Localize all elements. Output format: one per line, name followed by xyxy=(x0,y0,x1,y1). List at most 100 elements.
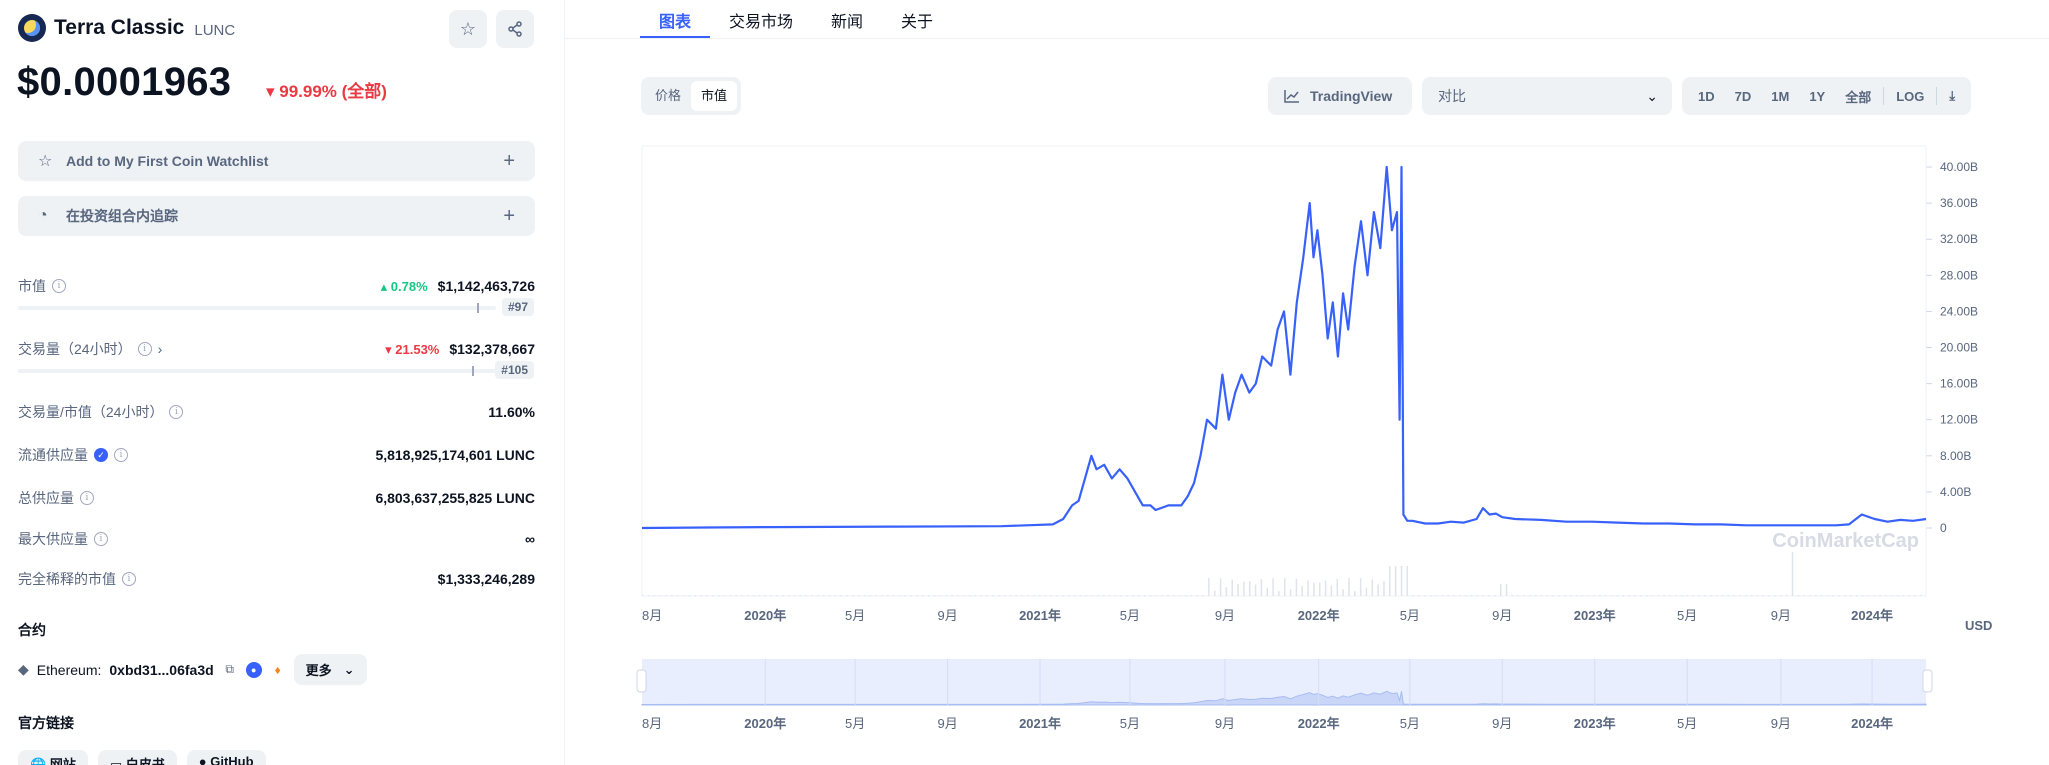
range-7d[interactable]: 7D xyxy=(1734,88,1752,104)
plot-border xyxy=(641,145,1927,597)
volume-bar xyxy=(1359,578,1362,596)
navigator-x-tick-label: 5月 xyxy=(1120,716,1140,731)
volume-bar xyxy=(840,595,842,596)
total-supply-label: 总供应量 xyxy=(18,490,74,506)
coin-detail-panel: Terra Classic LUNC ☆ $0.0001963 ▾ 99.99%… xyxy=(0,0,565,765)
navigator-x-tick-label: 2022年 xyxy=(1298,716,1340,731)
volume-bar xyxy=(1009,595,1012,596)
volume-bar xyxy=(1377,584,1379,596)
volume-bar xyxy=(1552,595,1554,596)
x-tick-label: 9月 xyxy=(1771,608,1791,623)
volume-bar xyxy=(1044,595,1047,596)
tab-about[interactable]: 关于 xyxy=(901,14,934,31)
share-icon xyxy=(508,21,522,37)
info-icon[interactable]: i xyxy=(122,572,136,586)
chevron-right-icon[interactable]: › xyxy=(157,341,163,357)
y-tick-label: 32.00B xyxy=(1940,232,1978,246)
volume-bar xyxy=(688,595,691,596)
tab-news[interactable]: 新闻 xyxy=(831,14,864,31)
link-whitepaper[interactable]: ▭ 白皮书 xyxy=(97,750,177,765)
volume-bar xyxy=(712,595,714,596)
volume-bar xyxy=(1126,595,1128,596)
metamask-icon[interactable]: ♦ xyxy=(274,662,281,677)
track-portfolio-button[interactable]: ◔ 在投资组合内追踪 + xyxy=(18,196,535,236)
market-cap-label: 市值 xyxy=(18,278,46,294)
volume-bar xyxy=(1336,578,1339,596)
range-1m[interactable]: 1M xyxy=(1771,88,1790,104)
contract-more-button[interactable]: 更多 ⌄ xyxy=(293,654,367,685)
track-portfolio-label: 在投资组合内追踪 xyxy=(66,208,178,224)
toggle-price[interactable]: 价格 xyxy=(655,88,682,103)
stat-fdv: 完全稀释的市值 i $1,333,246,289 xyxy=(18,569,535,589)
watermark: CoinMarketCap xyxy=(1772,530,1919,552)
volume-bar xyxy=(1605,595,1607,596)
tab-chart[interactable]: 图表 xyxy=(640,0,711,38)
star-button[interactable]: ☆ xyxy=(449,10,487,48)
range-1y[interactable]: 1Y xyxy=(1809,88,1826,104)
market-cap-change: ▴ 0.78% xyxy=(380,278,428,294)
range-all[interactable]: 全部 xyxy=(1845,89,1872,105)
navigator-x-tick-label: 9月 xyxy=(1492,716,1512,731)
volume-bar xyxy=(1850,595,1852,596)
volume-bar xyxy=(951,595,953,596)
contract-address[interactable]: 0xbd31...06fa3d xyxy=(109,661,214,678)
copy-icon[interactable]: ⧉ xyxy=(225,662,234,676)
log-toggle[interactable]: LOG xyxy=(1896,88,1925,104)
volume-bar xyxy=(963,595,965,596)
range-1d[interactable]: 1D xyxy=(1698,88,1715,104)
stat-circulating-supply: 流通供应量 ✓ i 5,818,925,174,601 LUNC xyxy=(18,445,535,465)
volume-bar xyxy=(1838,595,1840,596)
volume-bar xyxy=(817,595,819,596)
info-icon[interactable]: i xyxy=(137,342,152,356)
info-icon[interactable]: i xyxy=(169,405,184,419)
volume-bar xyxy=(1056,595,1058,596)
info-icon[interactable]: i xyxy=(114,448,128,462)
coin-name: Terra Classic xyxy=(54,16,185,39)
volume-bar xyxy=(1213,590,1216,596)
volume-bar xyxy=(723,595,726,596)
contract-title: 合约 xyxy=(18,622,46,638)
volume-bar xyxy=(1920,595,1922,596)
volume-bar xyxy=(881,595,883,596)
volume-bar xyxy=(671,595,673,596)
shield-icon[interactable]: ● xyxy=(245,661,262,678)
add-watchlist-label: Add to My First Coin Watchlist xyxy=(66,153,269,169)
volume-bar xyxy=(1797,595,1800,596)
download-button[interactable]: ⤓ xyxy=(1939,88,1965,104)
share-button[interactable] xyxy=(496,10,534,48)
y-tick-label: 16.00B xyxy=(1940,377,1978,391)
volume-bar xyxy=(922,595,924,596)
official-links: 🌐 网站 ▭ 白皮书 ● GitHub xyxy=(18,750,266,765)
volume-bar xyxy=(799,595,802,596)
volume-bar xyxy=(1727,595,1730,596)
navigator-right-handle[interactable] xyxy=(1922,669,1933,693)
tab-markets[interactable]: 交易市场 xyxy=(729,14,794,31)
volume-bar xyxy=(653,595,656,596)
x-tick-label: 2020年 xyxy=(744,608,786,623)
toggle-market-cap[interactable]: 市值 xyxy=(691,81,738,111)
time-range-selector: 1D 7D 1M 1Y 全部 LOG ⤓ xyxy=(1682,77,1972,115)
navigator-left-handle[interactable] xyxy=(636,669,647,693)
link-github[interactable]: ● GitHub xyxy=(186,750,266,765)
volume-bar xyxy=(694,595,697,596)
volume-bar xyxy=(659,595,662,596)
volume-bar xyxy=(1062,595,1064,596)
info-icon[interactable]: i xyxy=(80,491,94,505)
volume-bar xyxy=(1371,579,1374,596)
volume-bar xyxy=(1243,581,1245,596)
info-icon[interactable]: i xyxy=(94,532,108,546)
separator xyxy=(1883,87,1885,105)
navigator-x-tick-label: 9月 xyxy=(1771,716,1791,731)
volume-bar xyxy=(1686,595,1689,596)
info-icon[interactable]: i xyxy=(52,279,66,293)
coin-symbol: LUNC xyxy=(194,21,236,39)
tradingview-button[interactable]: TradingView xyxy=(1268,77,1412,115)
market-cap-chart[interactable]: CoinMarketCap 40.00B 36.00B 32.00B 28.00B 24… xyxy=(579,130,2049,765)
volume-bar xyxy=(700,595,702,596)
volume-bar xyxy=(980,595,983,596)
add-watchlist-button[interactable]: ☆ Add to My First Coin Watchlist + xyxy=(18,141,535,181)
compare-select[interactable]: 对比 ⌄ xyxy=(1422,77,1672,115)
link-website[interactable]: 🌐 网站 xyxy=(18,750,88,765)
volume-bar xyxy=(776,595,778,596)
volume-bar xyxy=(1108,595,1111,596)
